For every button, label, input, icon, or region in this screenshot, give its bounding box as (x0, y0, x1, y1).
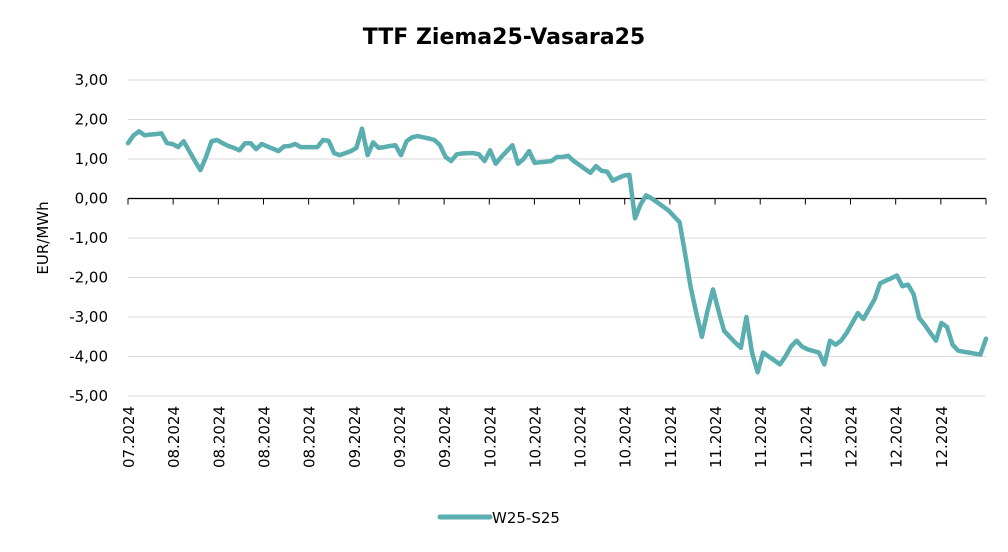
y-tick-label: 1,00 (75, 150, 108, 168)
x-tick-label: 10.2024 (572, 406, 590, 468)
x-tick-label: 10.2024 (617, 406, 635, 468)
x-tick-label: 10.2024 (526, 406, 544, 468)
x-tick-label: 08.2024 (210, 406, 228, 468)
y-axis-label: EUR/MWh (34, 201, 52, 274)
x-tick-label: 11.2024 (662, 406, 680, 468)
x-tick-label: 08.2024 (255, 406, 273, 468)
x-tick-label: 09.2024 (346, 406, 364, 468)
series-layer (125, 126, 989, 375)
y-tick-label: 3,00 (75, 71, 108, 89)
chart-title: TTF Ziema25-Vasara25 (363, 25, 645, 50)
gridlines (128, 79, 986, 397)
x-tick-label: 09.2024 (436, 406, 454, 468)
x-tick-label: 11.2024 (752, 406, 770, 468)
y-tick-label: -5,00 (69, 387, 108, 405)
x-axis-ticks: 07.2024 08.2024 08.2024 08.2024 08.2024 09.20… (120, 198, 987, 468)
y-axis-ticks: 3,00 2,00 1,00 0,00 -1,00 -2,00 -3,00 -4,00 -5,0… (69, 71, 108, 405)
x-tick-label: 10.2024 (481, 406, 499, 468)
y-tick-label: -4,00 (69, 348, 108, 366)
series-line-0 (125, 126, 989, 375)
x-tick-label: 11.2024 (707, 406, 725, 468)
x-tick-label: 09.2024 (391, 406, 409, 468)
x-tick-label: 12.2024 (933, 406, 951, 468)
y-tick-label: -3,00 (69, 308, 108, 326)
y-tick-label: 2,00 (75, 111, 108, 129)
x-tick-label: 07.2024 (120, 406, 138, 468)
legend: W25-S25 (437, 509, 560, 527)
y-tick-label: -1,00 (69, 229, 108, 247)
legend-label: W25-S25 (492, 509, 560, 527)
x-tick-label: 11.2024 (797, 406, 815, 468)
x-tick-label: 12.2024 (843, 406, 861, 468)
x-tick-label: 08.2024 (165, 406, 183, 468)
x-tick-label: 12.2024 (888, 406, 906, 468)
x-tick-label: 08.2024 (301, 406, 319, 468)
y-tick-label: -2,00 (69, 269, 108, 287)
y-tick-label: 0,00 (75, 190, 108, 208)
